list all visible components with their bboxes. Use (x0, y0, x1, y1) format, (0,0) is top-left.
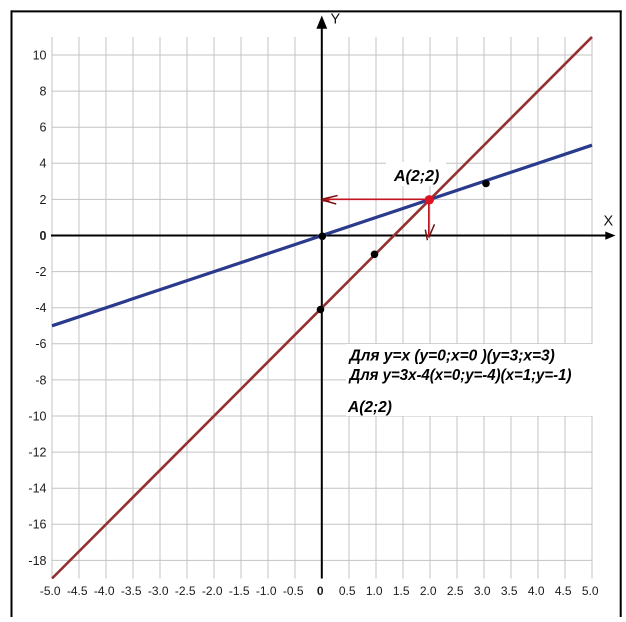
svg-text:-8: -8 (35, 373, 46, 387)
svg-text:-2: -2 (35, 265, 46, 279)
svg-text:1.0: 1.0 (366, 584, 383, 598)
svg-text:-3.0: -3.0 (148, 584, 169, 598)
svg-text:A(2;2): A(2;2) (393, 168, 439, 185)
svg-text:-1.0: -1.0 (256, 584, 277, 598)
svg-text:-0.5: -0.5 (283, 584, 304, 598)
svg-text:3.0: 3.0 (474, 584, 491, 598)
svg-text:Y: Y (331, 12, 341, 28)
svg-text:3.5: 3.5 (501, 584, 518, 598)
svg-text:5.0: 5.0 (582, 584, 599, 598)
svg-text:-10: -10 (28, 409, 46, 423)
svg-text:A(2;2): A(2;2) (347, 399, 392, 416)
svg-text:2: 2 (40, 193, 47, 207)
svg-text:1.5: 1.5 (393, 584, 410, 598)
svg-text:-4.0: -4.0 (94, 584, 115, 598)
svg-text:Для у=х (у=0;х=0 )(у=3;х=3): Для у=х (у=0;х=0 )(у=3;х=3) (348, 347, 555, 364)
svg-text:-3.5: -3.5 (121, 584, 142, 598)
svg-text:Для у=3х-4(х=0;у=-4)(х=1;у=-1): Для у=3х-4(х=0;у=-4)(х=1;у=-1) (348, 367, 572, 384)
svg-text:-12: -12 (28, 446, 46, 460)
svg-text:0.5: 0.5 (339, 584, 356, 598)
svg-text:-18: -18 (28, 554, 46, 568)
svg-text:0: 0 (317, 584, 324, 598)
svg-text:X: X (604, 214, 614, 230)
svg-text:-1.5: -1.5 (229, 584, 250, 598)
svg-text:-2.0: -2.0 (202, 584, 223, 598)
svg-text:6: 6 (40, 121, 47, 135)
svg-text:4: 4 (40, 157, 47, 171)
svg-text:-4.5: -4.5 (67, 584, 88, 598)
svg-text:8: 8 (40, 85, 47, 99)
svg-text:10: 10 (33, 48, 47, 62)
svg-text:-5.0: -5.0 (40, 584, 61, 598)
svg-text:4.5: 4.5 (555, 584, 572, 598)
svg-text:-6: -6 (35, 337, 46, 351)
svg-text:4.0: 4.0 (528, 584, 545, 598)
svg-text:2.5: 2.5 (447, 584, 464, 598)
svg-text:2.0: 2.0 (420, 584, 437, 598)
svg-text:-4: -4 (35, 301, 46, 315)
svg-text:0: 0 (40, 229, 47, 243)
svg-text:-16: -16 (28, 518, 46, 532)
svg-text:-14: -14 (28, 482, 46, 496)
svg-text:-2.5: -2.5 (175, 584, 196, 598)
